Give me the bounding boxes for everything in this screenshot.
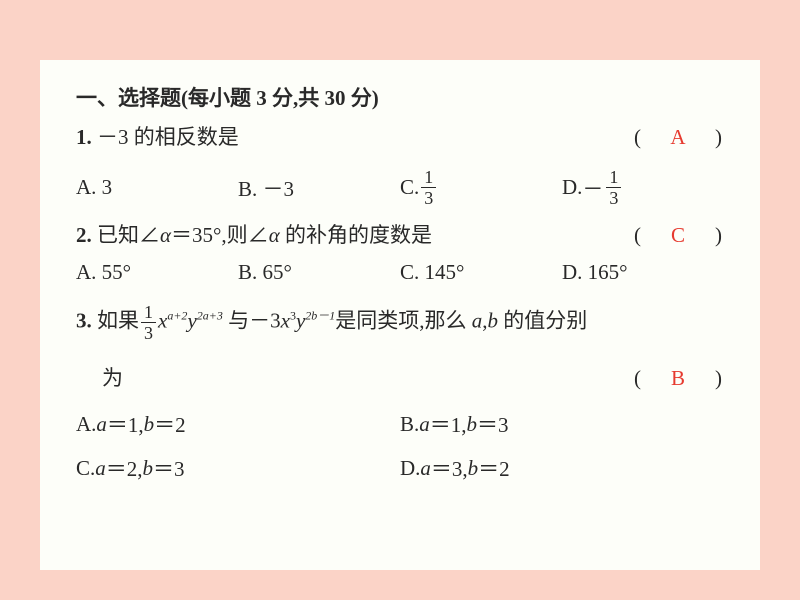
q1-opt-b-text: B. －3: [238, 173, 294, 203]
q2-text: 2. 已知∠α＝35°,则∠α 的补角的度数是: [76, 225, 432, 246]
q1-line: 1. －3 的相反数是 ( A ): [76, 127, 724, 148]
q2-answer-paren: ( C ): [634, 225, 724, 246]
q3-num: 3.: [76, 308, 92, 332]
q2-num: 2.: [76, 223, 92, 247]
q3-opt-c: C. a＝2,b＝3: [76, 453, 400, 483]
q2-opt-c: C. 145°: [400, 260, 562, 285]
fraction-icon: 13: [141, 303, 156, 342]
q1-answer-paren: ( A ): [634, 127, 724, 148]
q3-opt-b: B. a＝1,b＝3: [400, 409, 724, 439]
q2-opt-d: D. 165°: [562, 260, 724, 285]
q3-text2: 为: [76, 368, 123, 389]
q1-opt-a-text: A. 3: [76, 175, 112, 200]
q3-opt-d: D. a＝3,b＝2: [400, 453, 724, 483]
q1-opt-b: B. －3: [238, 168, 400, 207]
q1-opt-a: A. 3: [76, 168, 238, 207]
q2-line: 2. 已知∠α＝35°,则∠α 的补角的度数是 ( C ): [76, 225, 724, 246]
q1-text: 1. －3 的相反数是: [76, 127, 239, 148]
fraction-icon: 13: [606, 168, 621, 207]
q3-options-row2: C. a＝2,b＝3 D. a＝3,b＝2: [76, 453, 724, 483]
q3-line1: 3. 如果13xa+2y2a+3 与－3x3y2b－1是同类项,那么 a,b 的…: [76, 303, 724, 342]
q3-answer: B: [666, 368, 692, 389]
q1-body: －3 的相反数是: [92, 125, 239, 149]
q1-opt-c-pre: C.: [400, 175, 419, 200]
q3-answer-paren: ( B ): [634, 368, 724, 389]
q1-options: A. 3 B. －3 C. 13 D. － 13: [76, 168, 724, 207]
q3-opt-a: A. a＝1,b＝2: [76, 409, 400, 439]
q3-line2: 为 ( B ): [76, 368, 724, 389]
q3-text1: 3. 如果13xa+2y2a+3 与－3x3y2b－1是同类项,那么 a,b 的…: [76, 303, 587, 342]
q1-opt-c: C. 13: [400, 168, 562, 207]
q1-opt-d: D. － 13: [562, 168, 724, 207]
fraction-icon: 13: [421, 168, 436, 207]
exam-page: 一、选择题(每小题 3 分,共 30 分) 1. －3 的相反数是 ( A ) …: [40, 60, 760, 570]
q2-answer: C: [666, 225, 692, 246]
q1-num: 1.: [76, 125, 92, 149]
q3-options-row1: A. a＝1,b＝2 B. a＝1,b＝3: [76, 409, 724, 439]
q1-answer: A: [666, 127, 692, 148]
section-label: 一、选择题(每小题 3 分,共 30 分): [76, 88, 379, 109]
section-heading: 一、选择题(每小题 3 分,共 30 分): [76, 88, 724, 109]
q2-options: A. 55° B. 65° C. 145° D. 165°: [76, 260, 724, 285]
minus-icon: －: [582, 173, 603, 203]
q2-opt-b: B. 65°: [238, 260, 400, 285]
q1-opt-d-pre: D.: [562, 175, 582, 200]
q2-opt-a: A. 55°: [76, 260, 238, 285]
